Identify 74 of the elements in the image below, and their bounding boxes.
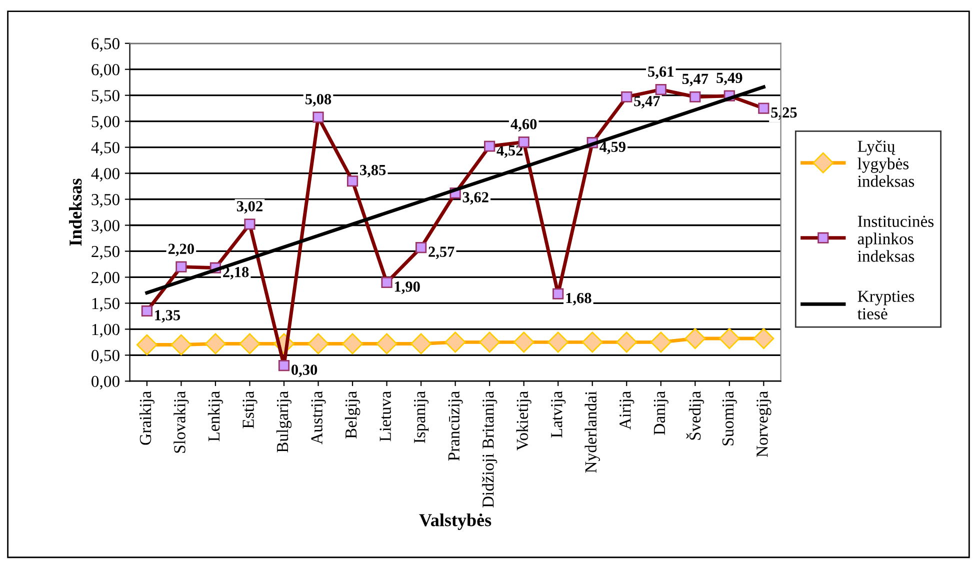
x-tick-label: Bulgarija bbox=[276, 391, 292, 452]
x-tick-label: Suomija bbox=[722, 391, 737, 446]
data-label: 1,68 bbox=[566, 292, 592, 306]
data-label: 4,59 bbox=[600, 142, 626, 154]
point bbox=[410, 333, 432, 354]
y-tick-label: 4,00 bbox=[91, 168, 120, 182]
x-tick-label: Didžioji Britanija bbox=[482, 391, 498, 508]
y-tick-label: 5,00 bbox=[92, 116, 120, 130]
y-axis-title: Indeksas bbox=[68, 178, 82, 246]
x-tick-label: Graikija bbox=[139, 391, 154, 445]
x-tick-label: Danija bbox=[654, 391, 668, 435]
point bbox=[239, 333, 260, 354]
point bbox=[170, 334, 192, 356]
x-tick-label: Nyderlandai bbox=[584, 391, 600, 473]
data-label: 2,20 bbox=[168, 244, 194, 256]
point bbox=[308, 333, 329, 354]
point bbox=[684, 328, 706, 350]
point bbox=[204, 333, 226, 354]
data-label: 0,30 bbox=[292, 364, 318, 378]
y-tick-label: 5,50 bbox=[92, 90, 120, 104]
data-label: 1,90 bbox=[394, 281, 420, 294]
data-label: 3,62 bbox=[462, 192, 488, 205]
data-label: 5,49 bbox=[716, 72, 742, 86]
y-tick-label: 3,50 bbox=[92, 194, 120, 208]
data-label: 1,35 bbox=[155, 310, 180, 323]
point bbox=[342, 333, 364, 354]
data-label: 3,85 bbox=[360, 164, 386, 178]
data-label: 2,57 bbox=[428, 246, 454, 260]
x-tick-label: Airija bbox=[620, 391, 634, 430]
data-label: 5,47 bbox=[682, 74, 708, 86]
point bbox=[650, 332, 672, 353]
data-label: 2,18 bbox=[223, 266, 249, 280]
point bbox=[753, 328, 774, 350]
data-label: 5,47 bbox=[634, 96, 660, 108]
point bbox=[444, 332, 466, 353]
legend-label: Lyčių lygybės indeksas bbox=[858, 140, 914, 187]
x-axis-title: Valstybės bbox=[419, 514, 492, 530]
y-tick-label: 2,50 bbox=[92, 246, 120, 260]
point bbox=[718, 328, 740, 350]
x-tick-label: Austrija bbox=[311, 391, 326, 444]
y-tick-label: 1,50 bbox=[92, 298, 120, 312]
x-tick-label: Švedija bbox=[686, 391, 704, 440]
point bbox=[548, 332, 569, 353]
data-label: 5,25 bbox=[771, 107, 797, 120]
x-tick-label: Lenkija bbox=[208, 391, 224, 442]
y-tick-label: 1,00 bbox=[92, 324, 120, 338]
y-tick-label: 2,00 bbox=[92, 272, 120, 286]
data-label: 5,61 bbox=[648, 66, 674, 79]
y-tick-label: 4,50 bbox=[91, 142, 120, 156]
x-tick-label: Ispanija bbox=[414, 391, 429, 444]
legend-label: Institucinės aplinkos indeksas bbox=[858, 216, 934, 262]
point bbox=[479, 332, 500, 353]
x-tick-label: Prancūzija bbox=[448, 391, 463, 461]
x-tick-label: Latvija bbox=[551, 391, 566, 438]
y-tick-label: 0,00 bbox=[92, 376, 120, 390]
x-tick-label: Estija bbox=[242, 391, 258, 428]
point bbox=[582, 332, 603, 353]
x-tick-label: Norvegija bbox=[756, 391, 772, 458]
point bbox=[513, 332, 534, 353]
x-tick-label: Belgija bbox=[344, 391, 360, 439]
y-tick-label: 3,00 bbox=[92, 220, 120, 234]
x-tick-label: Slovakija bbox=[174, 391, 189, 453]
data-label: 3,02 bbox=[236, 201, 262, 214]
data-label: 5,08 bbox=[305, 94, 332, 107]
y-tick-label: 6,50 bbox=[92, 38, 120, 52]
x-tick-label: Vokietija bbox=[516, 391, 532, 451]
point bbox=[136, 334, 158, 356]
point bbox=[616, 332, 638, 353]
y-tick-label: 6,00 bbox=[92, 64, 120, 78]
legend-label: Krypties tiesė bbox=[857, 290, 914, 320]
point bbox=[376, 333, 398, 354]
data-label: 4,60 bbox=[510, 118, 537, 132]
x-tick-label: Lietuva bbox=[380, 391, 391, 442]
y-tick-label: 0,50 bbox=[92, 350, 120, 364]
